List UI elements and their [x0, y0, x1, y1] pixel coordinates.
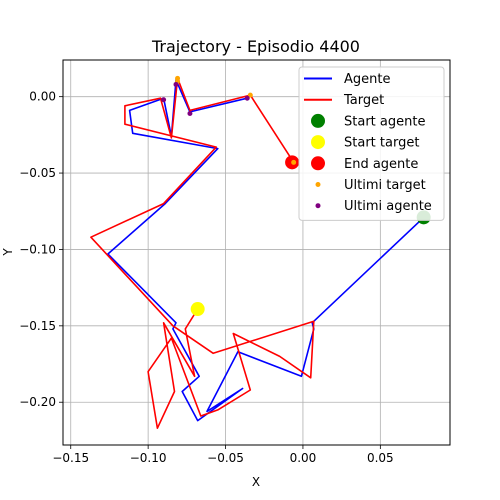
- y-tick-label: −0.05: [19, 166, 56, 180]
- series-group: [90, 77, 425, 430]
- marker-ultimi-agente: [173, 81, 179, 87]
- x-tick-label: 0.00: [290, 451, 317, 465]
- chart-title: Trajectory - Episodio 4400: [151, 37, 360, 56]
- x-tick-label: 0.05: [367, 451, 394, 465]
- x-tick-label: −0.10: [130, 451, 167, 465]
- marker-start-target: [190, 302, 205, 317]
- legend-label-start-target: Start target: [344, 136, 419, 151]
- marker-ultimi-target: [247, 92, 253, 98]
- y-tick-label: −0.20: [19, 395, 56, 409]
- axis-ticks: −0.15 −0.10 −0.05 0.00 0.05 0.00 −0.05 −0.10 −0.…: [19, 90, 393, 465]
- legend-label-end-agente: End agente: [344, 157, 418, 172]
- x-tick-label: −0.05: [207, 451, 244, 465]
- x-tick-label: −0.15: [52, 451, 89, 465]
- legend-label-ultimi-target: Ultimi target: [344, 178, 426, 193]
- x-axis-label: X: [252, 475, 260, 489]
- legend: Agente Target Start agente Start target End …: [298, 66, 445, 221]
- y-tick-label: −0.15: [19, 319, 56, 333]
- legend-swatch-ultimi-agente: [315, 203, 321, 209]
- series-line-target: [90, 77, 315, 430]
- legend-label-start-agente: Start agente: [344, 114, 425, 129]
- y-tick-label: −0.10: [19, 242, 56, 256]
- marker-ultimi-agente: [187, 110, 193, 116]
- legend-swatch-start-target: [311, 135, 325, 150]
- legend-frame: [298, 66, 445, 221]
- marker-ultimi-agente: [161, 97, 167, 103]
- legend-swatch-end-agente: [311, 156, 325, 171]
- y-axis-label: Y: [1, 248, 15, 257]
- legend-label-ultimi-agente: Ultimi agente: [344, 199, 432, 214]
- y-tick-label: 0.00: [29, 90, 56, 104]
- legend-label-agente: Agente: [344, 72, 390, 87]
- legend-swatch-start-agente: [311, 113, 325, 128]
- legend-label-target: Target: [343, 93, 384, 108]
- legend-swatch-ultimi-target: [315, 182, 321, 187]
- series-line-agente: [107, 79, 425, 422]
- marker-ultimi-agente: [244, 95, 250, 101]
- marker-ultimi-target: [291, 159, 297, 165]
- plot-frame: [62, 59, 451, 446]
